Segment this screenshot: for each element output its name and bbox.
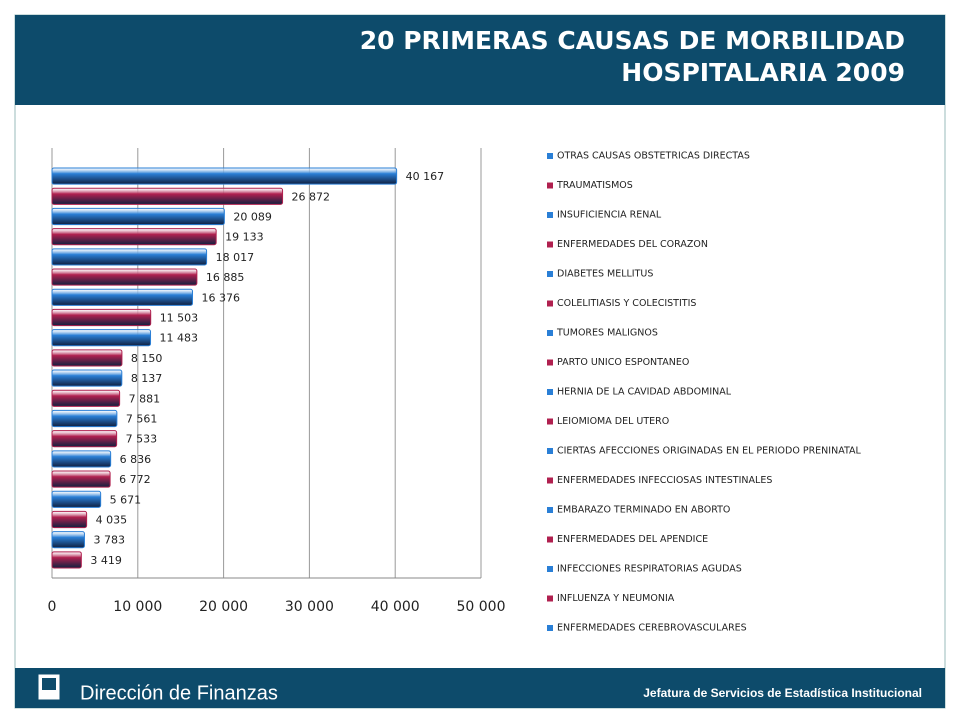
legend-swatch bbox=[547, 330, 553, 336]
header-band bbox=[15, 15, 945, 105]
value-label: 16 885 bbox=[206, 271, 245, 284]
value-label: 11 503 bbox=[160, 312, 199, 325]
x-tick-label: 20 000 bbox=[199, 599, 248, 615]
x-tick-label: 30 000 bbox=[285, 599, 334, 615]
legend-swatch bbox=[547, 182, 553, 189]
legend-swatch bbox=[547, 359, 553, 366]
bar bbox=[51, 389, 121, 407]
legend-swatch bbox=[547, 507, 553, 513]
bar bbox=[51, 308, 152, 327]
bar bbox=[51, 409, 118, 428]
value-label: 3 419 bbox=[90, 554, 122, 567]
chart: 0 10 000 20 000 30 000 40 000 50 000 40 167 26 … bbox=[48, 148, 862, 634]
legend-swatch bbox=[547, 536, 553, 543]
bar bbox=[51, 228, 217, 246]
legend-swatch bbox=[547, 418, 553, 425]
x-tick-label: 50 000 bbox=[457, 599, 506, 615]
bar bbox=[51, 531, 85, 549]
legend-label: DIABETES MELLITUS bbox=[557, 269, 653, 280]
legend-label: PARTO UNICO ESPONTANEO bbox=[557, 357, 689, 368]
legend-swatch bbox=[547, 300, 553, 307]
x-tick-label: 0 bbox=[48, 599, 57, 615]
bar bbox=[51, 329, 152, 347]
title-line: 20 PRIMERAS CAUSAS DE MORBILIDAD bbox=[360, 26, 905, 55]
value-label: 7 533 bbox=[126, 433, 158, 446]
legend-swatch bbox=[547, 153, 553, 159]
bar bbox=[51, 349, 123, 367]
footer-left: Dirección de Finanzas bbox=[80, 682, 278, 704]
bar bbox=[51, 248, 208, 266]
legend-label: LEIOMIOMA DEL UTERO bbox=[557, 416, 669, 427]
legend-swatch bbox=[547, 389, 553, 395]
value-label: 4 035 bbox=[96, 514, 128, 527]
value-label: 8 150 bbox=[131, 352, 163, 365]
bar bbox=[51, 551, 82, 569]
legend-swatch bbox=[547, 241, 553, 248]
value-label: 8 137 bbox=[131, 372, 163, 385]
bar bbox=[51, 187, 284, 205]
slide-frame bbox=[14, 14, 946, 709]
value-label: 5 671 bbox=[110, 493, 142, 506]
value-label: 19 133 bbox=[225, 231, 264, 244]
x-tick-label: 40 000 bbox=[371, 599, 420, 615]
legend-swatch bbox=[547, 271, 553, 277]
legend-label: INSUFICIENCIA RENAL bbox=[557, 210, 662, 221]
value-label: 20 089 bbox=[233, 211, 272, 224]
legend-label: COLELITIASIS Y COLECISTITIS bbox=[557, 298, 696, 309]
bar bbox=[51, 268, 198, 286]
legend-swatch bbox=[547, 595, 553, 602]
value-label: 3 783 bbox=[93, 534, 125, 547]
legend-label: TUMORES MALIGNOS bbox=[556, 328, 658, 339]
value-label: 11 483 bbox=[160, 332, 199, 345]
value-label: 40 167 bbox=[406, 170, 445, 183]
value-label: 6 772 bbox=[119, 473, 151, 486]
value-label: 6 836 bbox=[120, 453, 152, 466]
value-label: 16 376 bbox=[202, 291, 241, 304]
bar bbox=[51, 490, 102, 508]
footer-band bbox=[15, 668, 945, 708]
legend-label: HERNIA DE LA CAVIDAD ABDOMINAL bbox=[557, 387, 732, 398]
bar bbox=[51, 430, 118, 448]
legend-swatch bbox=[547, 448, 553, 454]
value-label: 7 881 bbox=[129, 392, 161, 405]
title-line: HOSPITALARIA 2009 bbox=[621, 58, 905, 87]
value-label: 18 017 bbox=[216, 251, 255, 264]
value-label: 26 872 bbox=[292, 190, 331, 203]
legend-label: ENFERMEDADES DEL APENDICE bbox=[557, 534, 708, 545]
legend-swatch bbox=[547, 212, 553, 218]
bar bbox=[51, 369, 123, 387]
legend-label: TRAUMATISMOS bbox=[556, 180, 633, 191]
logo-mark bbox=[42, 678, 56, 690]
bar bbox=[51, 450, 112, 468]
legend-label: INFECCIONES RESPIRATORIAS AGUDAS bbox=[557, 564, 742, 575]
value-label: 7 561 bbox=[126, 413, 158, 426]
bar bbox=[51, 470, 111, 488]
legend-label: ENFERMEDADES INFECCIOSAS INTESTINALES bbox=[557, 475, 772, 486]
legend-swatch bbox=[547, 625, 553, 631]
legend-label: ENFERMEDADES DEL CORAZON bbox=[557, 239, 708, 250]
legend-label: INFLUENZA Y NEUMONIA bbox=[557, 593, 675, 604]
legend-label: EMBARAZO TERMINADO EN ABORTO bbox=[557, 505, 730, 516]
bar bbox=[51, 510, 88, 529]
legend-swatch bbox=[547, 477, 553, 484]
bar bbox=[51, 207, 225, 226]
legend-label: CIERTAS AFECCIONES ORIGINADAS EN EL PERI… bbox=[557, 446, 862, 457]
legend-label: OTRAS CAUSAS OBSTETRICAS DIRECTAS bbox=[557, 151, 750, 162]
bar bbox=[51, 167, 398, 185]
bar bbox=[51, 288, 194, 306]
legend-label: ENFERMEDADES CEREBROVASCULARES bbox=[557, 623, 747, 634]
legend-swatch bbox=[547, 566, 553, 572]
footer-right: Jefatura de Servicios de Estadística Ins… bbox=[643, 686, 922, 700]
x-tick-label: 10 000 bbox=[113, 599, 162, 615]
